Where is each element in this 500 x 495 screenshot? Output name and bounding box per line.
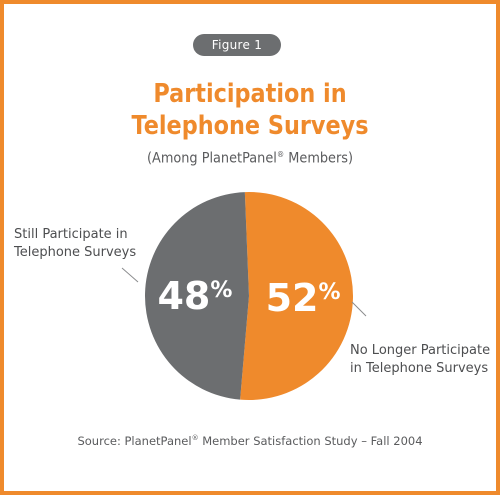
slice-label-line: Telephone Surveys [14,245,137,260]
pie-slice [144,192,249,400]
slice-label-no-longer-participate: No Longer Participate in Telephone Surve… [350,342,495,378]
leader-line [121,267,139,283]
chart-subtitle: (Among PlanetPanel® Members) [20,150,480,167]
slice-label-line: No Longer Participate [350,343,491,358]
registered-mark: ® [191,434,199,443]
chart-title-line-2: Telephone Surveys [131,111,369,141]
chart-title: Participation in Telephone Surveys [35,78,465,142]
source-text: Source: PlanetPanel [77,434,192,448]
slice-value-label: 52% [266,276,341,320]
subtitle-text-end: Members) [284,150,353,167]
leader-line [351,301,367,317]
registered-mark: ® [276,150,285,159]
source-text-end: Member Satisfaction Study – Fall 2004 [198,434,423,448]
subtitle-text: (Among PlanetPanel [147,150,277,167]
slice-label-still-participate: Still Participate in Telephone Surveys [14,226,164,262]
slice-label-line: in Telephone Surveys [350,361,489,376]
slice-label-line: Still Participate in [14,227,128,242]
figure-badge: Figure 1 [193,34,281,56]
slice-value-label: 48% [157,274,232,318]
source-note: Source: PlanetPanel® Member Satisfaction… [0,434,500,448]
pie-slice [240,192,353,400]
chart-title-line-1: Participation in [153,79,347,109]
